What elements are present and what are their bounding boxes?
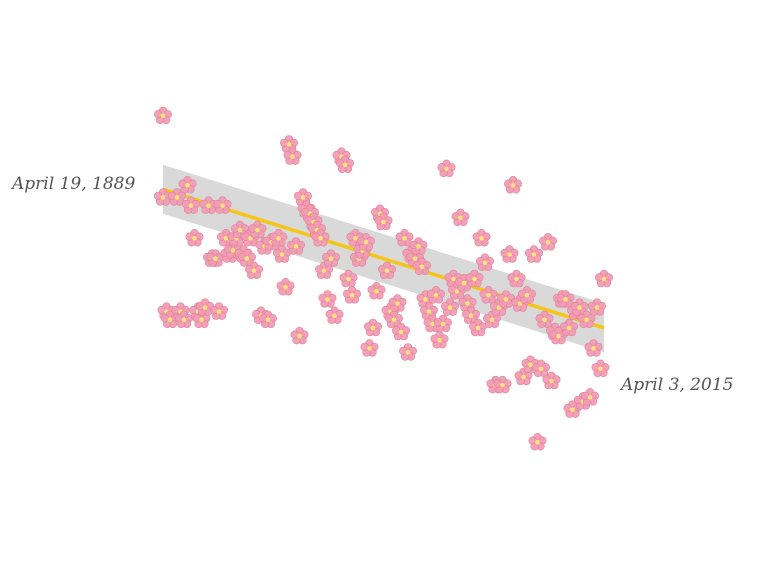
blossom-point bbox=[388, 294, 407, 312]
blossom-point bbox=[367, 281, 386, 300]
blossom-point bbox=[500, 245, 519, 263]
blossom-point bbox=[360, 339, 379, 357]
blossom-point bbox=[398, 343, 418, 361]
blossom-point bbox=[524, 245, 544, 263]
blossom-point bbox=[472, 228, 491, 247]
blossom-point bbox=[475, 253, 495, 272]
blossom-point bbox=[409, 237, 428, 255]
points-layer bbox=[153, 106, 614, 451]
blossom-point bbox=[580, 387, 600, 406]
blossom-point bbox=[430, 330, 449, 349]
blossom-point bbox=[342, 285, 362, 304]
trend-line bbox=[162, 187, 605, 330]
blossom-point bbox=[363, 318, 383, 337]
blossom-point bbox=[185, 228, 204, 247]
blossom-point bbox=[195, 298, 215, 317]
blossom-point bbox=[594, 269, 614, 288]
blossom-point bbox=[538, 232, 558, 251]
blossom-point bbox=[318, 290, 337, 308]
blossom-point bbox=[153, 106, 173, 125]
blossom-point bbox=[591, 359, 610, 378]
blossom-point bbox=[503, 175, 523, 194]
annotation-last-bloom-label: April 3, 2015 bbox=[621, 375, 734, 395]
blossom-point bbox=[433, 314, 453, 333]
blossom-point bbox=[325, 306, 344, 325]
blossom-point bbox=[290, 326, 309, 345]
blossom-point bbox=[437, 159, 456, 178]
blossom-point bbox=[528, 432, 547, 451]
blossom-point bbox=[276, 277, 295, 296]
annotation-first-bloom-label: April 19, 1889 bbox=[12, 174, 136, 194]
blossom-point bbox=[451, 208, 470, 227]
blossom-point bbox=[507, 269, 526, 288]
